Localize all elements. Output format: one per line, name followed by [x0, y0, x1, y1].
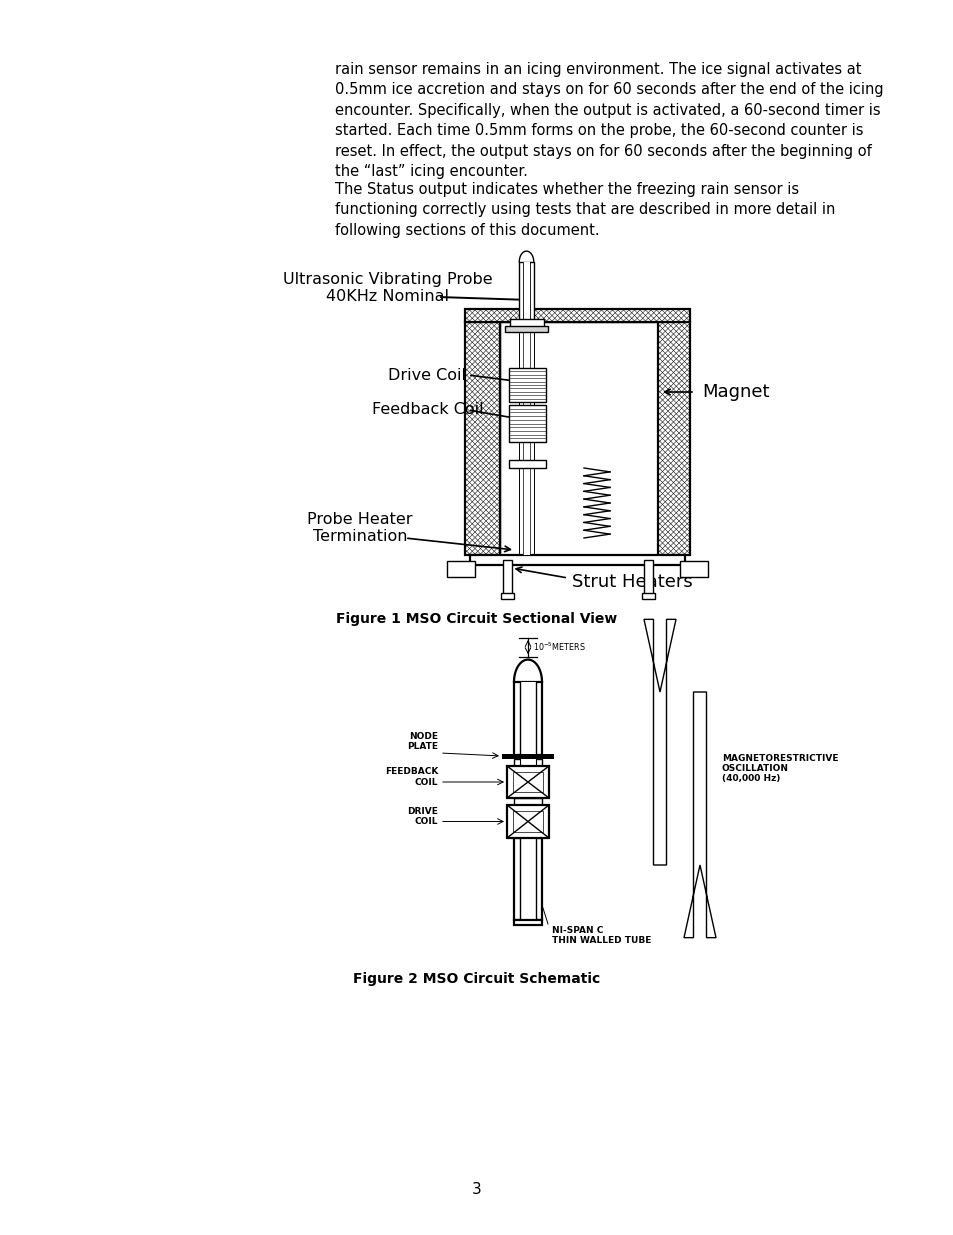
Bar: [518, 262, 533, 322]
Text: 3: 3: [472, 1182, 481, 1198]
Bar: [499, 322, 658, 555]
Bar: [643, 559, 652, 595]
Text: Probe Heater
Termination: Probe Heater Termination: [307, 511, 413, 545]
Bar: [464, 322, 499, 555]
Text: Drive Coil: Drive Coil: [388, 368, 465, 383]
Bar: [658, 322, 689, 555]
Text: Feedback Coil: Feedback Coil: [372, 403, 483, 417]
Text: Figure 1 MSO Circuit Sectional View: Figure 1 MSO Circuit Sectional View: [336, 613, 617, 626]
Bar: [470, 555, 684, 564]
Bar: [502, 559, 511, 595]
Bar: [513, 811, 542, 832]
Text: The Status output indicates whether the freezing rain sensor is
functioning corr: The Status output indicates whether the …: [335, 182, 835, 238]
Bar: [514, 798, 541, 805]
Text: DRIVE
COIL: DRIVE COIL: [407, 806, 437, 826]
Bar: [518, 322, 533, 555]
Bar: [514, 682, 541, 755]
Bar: [514, 758, 541, 766]
Text: Ultrasonic Vibrating Probe
40KHz Nominal: Ultrasonic Vibrating Probe 40KHz Nominal: [283, 272, 493, 304]
Text: rain sensor remains in an icing environment. The ice signal activates at
0.5mm i: rain sensor remains in an icing environm…: [335, 62, 882, 179]
Bar: [519, 682, 536, 755]
Bar: [505, 326, 547, 332]
Text: FEEDBACK
COIL: FEEDBACK COIL: [384, 767, 437, 787]
Bar: [506, 766, 548, 798]
Bar: [464, 309, 689, 322]
Bar: [501, 753, 554, 758]
Bar: [509, 405, 545, 442]
Bar: [514, 920, 541, 925]
Bar: [679, 561, 707, 577]
Polygon shape: [683, 692, 716, 937]
Text: NODE
PLATE: NODE PLATE: [407, 731, 437, 751]
Text: Figure 2 MSO Circuit Schematic: Figure 2 MSO Circuit Schematic: [353, 972, 600, 986]
Bar: [640, 593, 654, 599]
Bar: [522, 322, 530, 555]
Bar: [500, 593, 513, 599]
Text: MAGNETORESTRICTIVE
OSCILLATION
(40,000 Hz): MAGNETORESTRICTIVE OSCILLATION (40,000 H…: [721, 753, 838, 783]
Bar: [519, 839, 536, 920]
Bar: [513, 772, 542, 792]
Text: NI-SPAN C
THIN WALLED TUBE: NI-SPAN C THIN WALLED TUBE: [552, 926, 651, 946]
Text: Magnet: Magnet: [701, 383, 769, 401]
Polygon shape: [643, 619, 676, 864]
Bar: [509, 319, 543, 327]
Text: 10$^{-5}$METERS: 10$^{-5}$METERS: [533, 641, 585, 653]
Text: Strut Heaters: Strut Heaters: [572, 573, 692, 592]
Bar: [514, 839, 541, 920]
Bar: [519, 758, 536, 766]
Bar: [509, 368, 545, 403]
Bar: [506, 805, 548, 839]
Bar: [522, 262, 530, 322]
Bar: [509, 459, 545, 468]
Bar: [447, 561, 475, 577]
